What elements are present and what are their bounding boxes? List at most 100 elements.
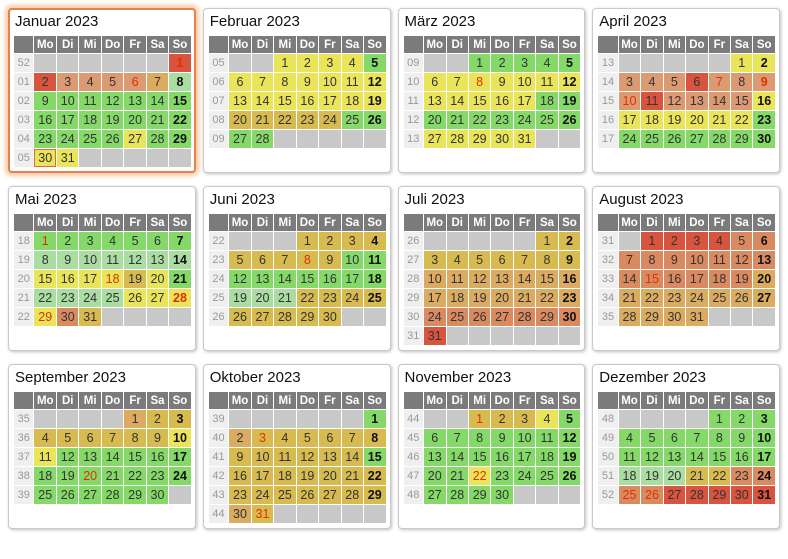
day-cell[interactable]: 15 (731, 92, 753, 110)
day-cell[interactable]: 4 (363, 232, 386, 250)
day-cell[interactable]: 9 (296, 73, 319, 91)
day-cell[interactable]: 12 (663, 92, 686, 110)
day-cell[interactable]: 14 (169, 251, 191, 269)
day-cell[interactable]: 28 (274, 308, 296, 326)
day-cell[interactable]: 28 (169, 289, 191, 307)
day-cell[interactable]: 9 (558, 251, 581, 269)
day-cell[interactable]: 9 (491, 73, 513, 91)
day-cell[interactable]: 22 (708, 467, 731, 485)
day-cell[interactable]: 29 (363, 486, 386, 504)
day-cell[interactable]: 24 (753, 467, 775, 485)
day-cell[interactable]: 14 (251, 92, 274, 110)
day-cell[interactable]: 13 (423, 448, 446, 466)
day-cell[interactable]: 22 (274, 111, 296, 129)
day-cell[interactable]: 22 (468, 111, 491, 129)
day-cell[interactable]: 26 (101, 130, 124, 148)
day-cell[interactable]: 15 (296, 270, 319, 288)
day-cell[interactable]: 5 (558, 410, 581, 428)
day-cell[interactable]: 20 (663, 467, 686, 485)
day-cell[interactable]: 2 (146, 410, 169, 428)
day-cell[interactable]: 20 (319, 467, 341, 485)
day-cell[interactable]: 17 (753, 448, 775, 466)
day-cell[interactable]: 31 (57, 149, 79, 167)
day-cell[interactable]: 12 (363, 73, 386, 91)
day-cell[interactable]: 16 (229, 467, 251, 485)
day-cell[interactable]: 19 (57, 467, 79, 485)
day-cell[interactable]: 7 (446, 429, 468, 447)
day-cell[interactable]: 29 (124, 486, 146, 504)
day-cell[interactable]: 28 (341, 486, 363, 504)
day-cell[interactable]: 13 (251, 270, 274, 288)
day-cell[interactable]: 4 (341, 54, 363, 72)
day-cell[interactable]: 6 (423, 429, 446, 447)
day-cell[interactable]: 9 (34, 92, 57, 110)
day-cell[interactable]: 19 (663, 111, 686, 129)
day-cell[interactable]: 21 (169, 270, 191, 288)
day-cell[interactable]: 28 (446, 486, 468, 504)
day-cell[interactable]: 15 (641, 270, 663, 288)
day-cell[interactable]: 20 (251, 289, 274, 307)
day-cell[interactable]: 8 (274, 73, 296, 91)
day-cell[interactable]: 4 (34, 429, 57, 447)
day-cell[interactable]: 21 (513, 289, 536, 307)
day-cell[interactable]: 16 (296, 92, 319, 110)
day-cell[interactable]: 4 (708, 232, 731, 250)
day-cell[interactable]: 19 (229, 289, 251, 307)
day-cell[interactable]: 13 (229, 92, 251, 110)
day-cell[interactable]: 27 (229, 130, 251, 148)
day-cell[interactable]: 12 (641, 448, 663, 466)
day-cell[interactable]: 17 (686, 270, 708, 288)
day-cell[interactable]: 26 (558, 111, 581, 129)
day-cell[interactable]: 29 (641, 308, 663, 326)
day-cell[interactable]: 3 (319, 54, 341, 72)
day-cell[interactable]: 18 (446, 289, 468, 307)
day-cell[interactable]: 18 (618, 467, 641, 485)
day-cell[interactable]: 10 (513, 429, 536, 447)
day-cell[interactable]: 15 (708, 448, 731, 466)
day-cell[interactable]: 31 (513, 130, 536, 148)
day-cell[interactable]: 30 (663, 308, 686, 326)
day-cell[interactable]: 21 (146, 111, 169, 129)
day-cell[interactable]: 4 (274, 429, 296, 447)
day-cell[interactable]: 1 (536, 232, 558, 250)
day-cell[interactable]: 31 (423, 327, 446, 345)
day-cell[interactable]: 8 (296, 251, 319, 269)
day-cell[interactable]: 14 (146, 92, 169, 110)
day-cell[interactable]: 21 (101, 467, 124, 485)
day-cell[interactable]: 24 (79, 289, 101, 307)
day-cell[interactable]: 20 (423, 111, 446, 129)
day-cell[interactable]: 12 (101, 92, 124, 110)
day-cell[interactable]: 18 (536, 448, 558, 466)
day-cell[interactable]: 17 (319, 92, 341, 110)
day-cell[interactable]: 24 (251, 486, 274, 504)
day-cell[interactable]: 15 (34, 270, 57, 288)
day-cell[interactable]: 11 (708, 251, 731, 269)
day-cell[interactable]: 1 (363, 410, 386, 428)
day-cell[interactable]: 13 (423, 92, 446, 110)
day-cell[interactable]: 3 (341, 232, 363, 250)
day-cell[interactable]: 21 (446, 111, 468, 129)
day-cell[interactable]: 27 (686, 130, 708, 148)
day-cell[interactable]: 26 (57, 486, 79, 504)
day-cell[interactable]: 4 (79, 73, 101, 91)
day-cell[interactable]: 25 (641, 130, 663, 148)
day-cell[interactable]: 13 (146, 251, 169, 269)
day-cell[interactable]: 23 (296, 111, 319, 129)
day-cell[interactable]: 17 (169, 448, 191, 466)
day-cell[interactable]: 28 (251, 130, 274, 148)
day-cell[interactable]: 26 (663, 130, 686, 148)
day-cell[interactable]: 16 (57, 270, 79, 288)
day-cell[interactable]: 6 (229, 73, 251, 91)
day-cell[interactable]: 14 (446, 448, 468, 466)
day-cell[interactable]: 25 (341, 111, 363, 129)
day-cell[interactable]: 12 (731, 251, 753, 269)
day-cell[interactable]: 21 (341, 467, 363, 485)
day-cell[interactable]: 27 (423, 130, 446, 148)
day-cell[interactable]: 24 (513, 111, 536, 129)
day-cell[interactable]: 20 (124, 111, 146, 129)
day-cell[interactable]: 30 (753, 130, 775, 148)
day-cell[interactable]: 24 (341, 289, 363, 307)
day-cell[interactable]: 15 (169, 92, 191, 110)
day-cell[interactable]: 11 (446, 270, 468, 288)
day-cell[interactable]: 1 (274, 54, 296, 72)
